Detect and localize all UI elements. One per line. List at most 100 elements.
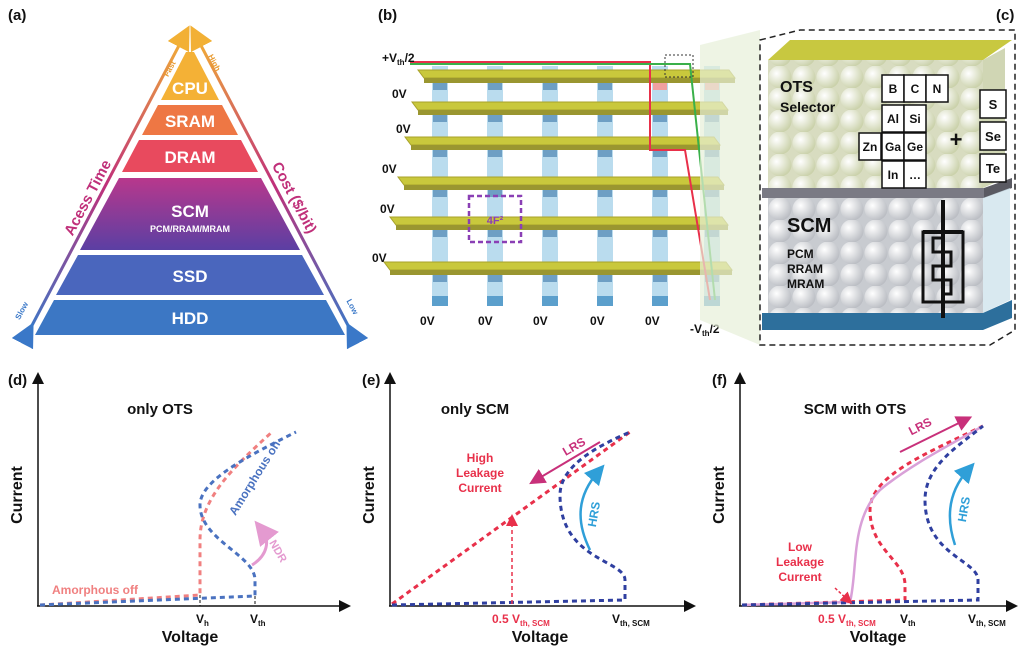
voltage: +V: [382, 51, 397, 65]
tick-label: Vh: [196, 612, 209, 628]
tick-label: th, SCM: [520, 619, 550, 628]
voltage: 0V: [420, 314, 435, 328]
tick-label: V: [196, 612, 204, 626]
voltage: 0V: [645, 314, 660, 328]
row-line: [390, 270, 732, 275]
row-line: [396, 225, 728, 230]
arrow: [834, 587, 853, 605]
arrow: [579, 464, 605, 551]
arrow: [529, 441, 601, 485]
element-box: [979, 121, 1007, 151]
column-edge: [652, 296, 668, 306]
panel-label: (b): [378, 7, 397, 24]
element: N: [933, 82, 942, 96]
annotation: Current: [458, 481, 501, 495]
tick-label: Vth: [250, 612, 266, 628]
element: In: [888, 168, 899, 182]
level-label: HDD: [172, 309, 209, 328]
separator: [984, 178, 1012, 198]
element: S: [989, 97, 998, 112]
element: Te: [986, 161, 1000, 176]
side: [983, 188, 1010, 313]
level-label: CPU: [172, 79, 208, 98]
level-label: DRAM: [165, 148, 216, 167]
curve-label: HRS: [585, 501, 603, 528]
panel-title: SCM with OTS: [804, 401, 907, 418]
element: …: [909, 168, 921, 182]
voltage: -V: [690, 322, 702, 336]
tick-label: V: [612, 612, 620, 626]
arrow: [948, 462, 975, 546]
element-box: [903, 160, 927, 189]
row-line: [411, 145, 720, 150]
curve: [741, 424, 984, 607]
selector-label: Selector: [780, 99, 836, 115]
plus: +: [950, 127, 963, 152]
level-label: SCM: [171, 202, 209, 221]
column-edge: [487, 296, 503, 306]
memory-type: RRAM: [787, 262, 823, 276]
tick-label: Vth: [900, 612, 916, 628]
element: B: [889, 82, 898, 96]
column-edge: [542, 296, 558, 306]
tick-label: th, SCM: [976, 619, 1006, 628]
element: Ge: [907, 140, 923, 154]
annotation: Low: [788, 540, 813, 554]
axis-title: Current: [711, 465, 728, 523]
row-line: [417, 69, 736, 79]
annotation: Current: [778, 570, 821, 584]
tick-label: th: [258, 619, 266, 628]
row-line: [424, 78, 735, 83]
axis-title: Voltage: [850, 629, 907, 646]
tick-label: V: [250, 612, 258, 626]
tick-label: Vth, SCM: [612, 612, 650, 628]
element-box: [903, 104, 927, 133]
cell-area: 4F²: [487, 215, 504, 227]
row-line: [404, 185, 724, 190]
level-label: SRAM: [165, 112, 215, 131]
tick-label: 0.5 V: [492, 612, 520, 626]
element: C: [911, 82, 920, 96]
element: Zn: [863, 140, 878, 154]
row-line: [383, 261, 733, 271]
annotation: High: [467, 451, 494, 465]
level: [161, 52, 219, 100]
annotation: Leakage: [776, 555, 824, 569]
voltage: -Vth/2: [690, 322, 720, 338]
tick-label: Vth, SCM: [968, 612, 1006, 628]
panel-label: (c): [996, 7, 1014, 24]
arrow: [251, 520, 279, 567]
selector-label: OTS: [780, 79, 813, 96]
rows: [383, 69, 736, 282]
element-box: [979, 89, 1007, 119]
panel-label: (a): [8, 7, 26, 24]
axis-end: Slow: [13, 300, 30, 321]
level-label: SSD: [173, 267, 208, 286]
axis-title: Voltage: [162, 629, 219, 646]
level: [35, 300, 345, 335]
voltage: 0V: [380, 202, 395, 216]
element: Se: [985, 129, 1001, 144]
memory-label: SCM: [787, 215, 831, 237]
curve: [741, 424, 984, 607]
curve-label: NDR: [266, 538, 288, 565]
voltage: 0V: [590, 314, 605, 328]
column-edge: [597, 296, 613, 306]
row-line: [411, 101, 729, 111]
column-edge: [432, 296, 448, 306]
separator: [762, 188, 984, 198]
electrode: [762, 300, 1012, 330]
tick-label: 0.5 V: [818, 612, 846, 626]
level-sublabel: PCM/RRAM/MRAM: [150, 224, 230, 234]
row-line: [418, 110, 728, 115]
tick-label: 0.5 Vth, SCM: [818, 612, 876, 628]
curve: [39, 430, 274, 607]
voltage: 0V: [478, 314, 493, 328]
memory-type: PCM: [787, 247, 814, 261]
element-box: [858, 132, 882, 161]
voltage: 0V: [533, 314, 548, 328]
voltage: 0V: [396, 122, 411, 136]
path: [410, 61, 711, 301]
axis-title: Current: [361, 465, 378, 523]
